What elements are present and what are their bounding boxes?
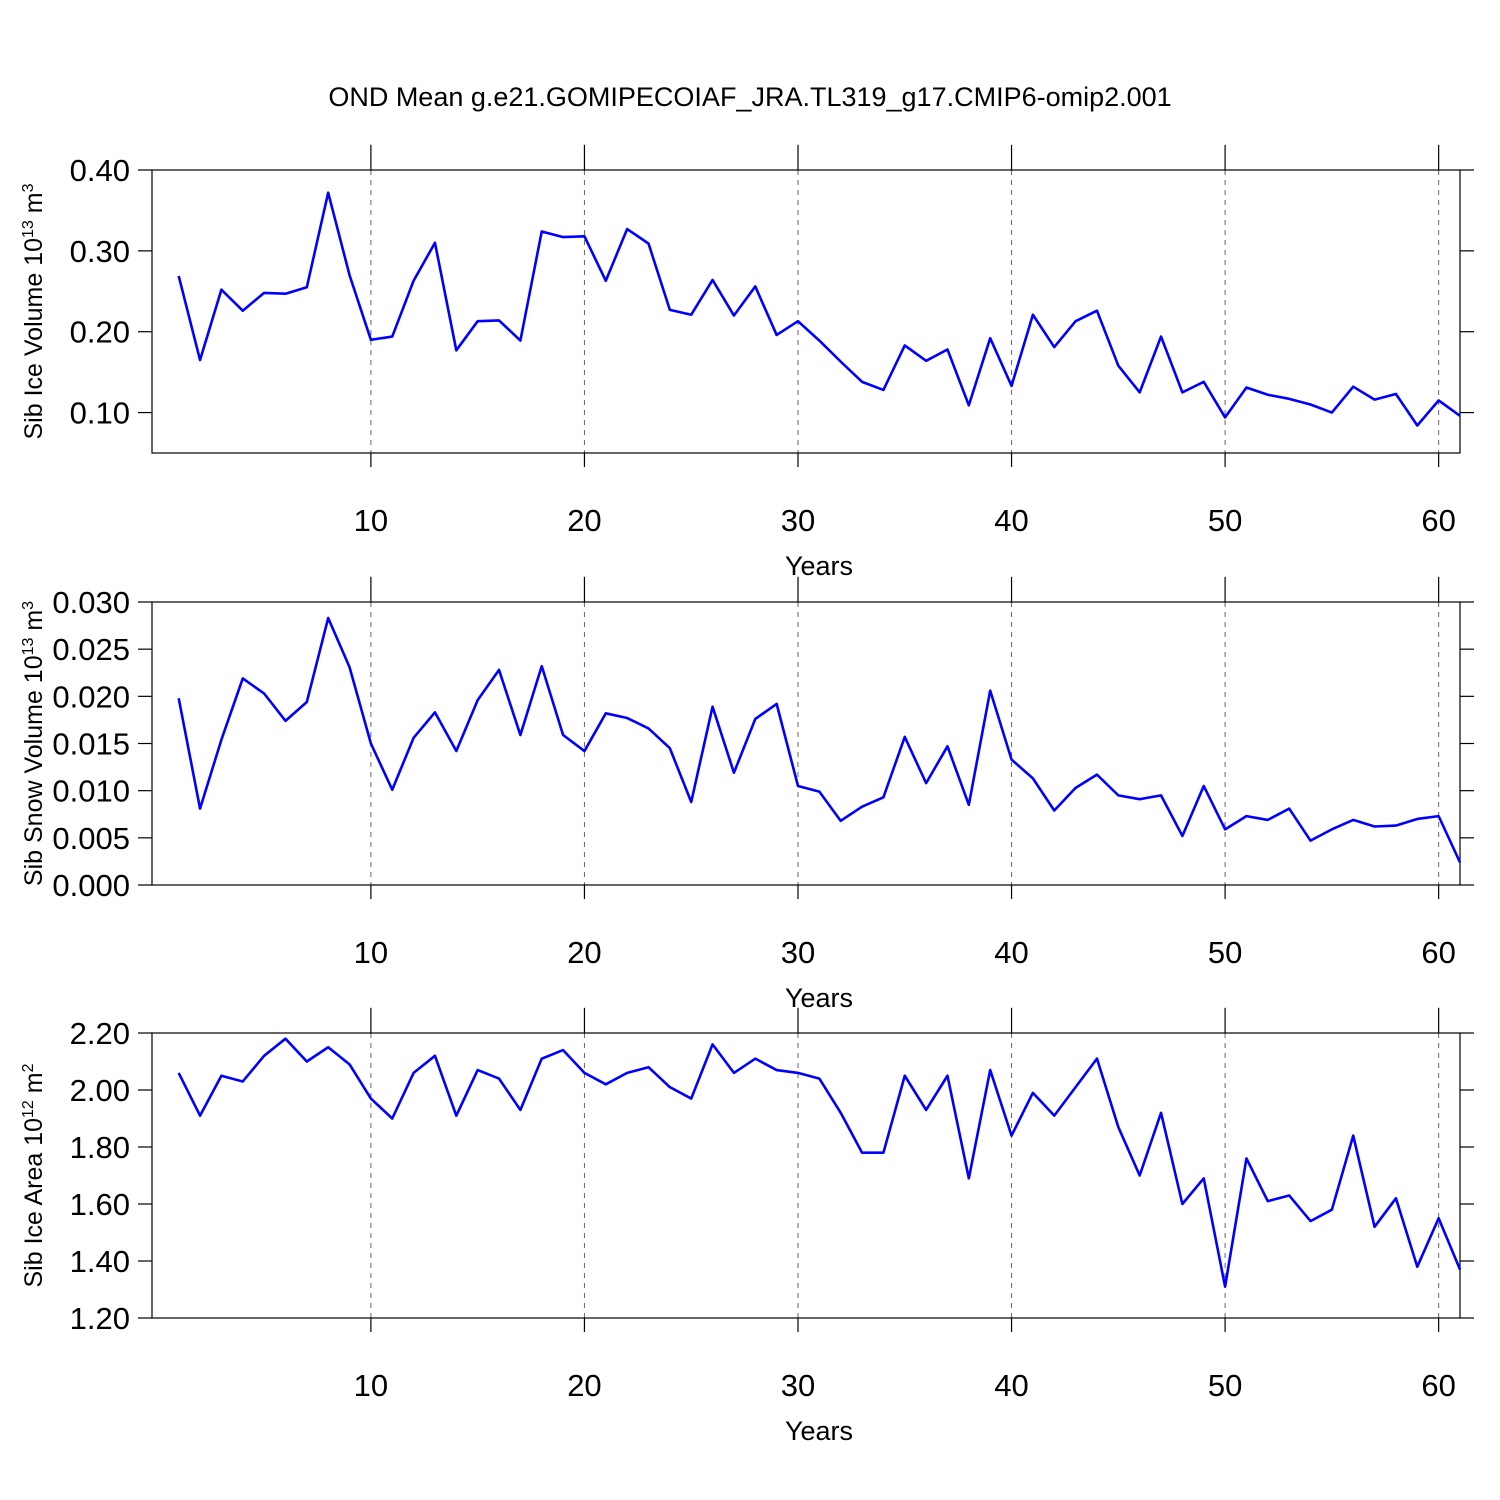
y-axis-label-superscript: 12: [20, 1100, 37, 1118]
y-axis-label-superscript: 3: [20, 601, 37, 610]
x-axis-label: Years: [785, 1416, 853, 1446]
y-tick-label: 1.60: [70, 1187, 130, 1222]
x-tick-label: 20: [567, 503, 601, 538]
y-axis-label-part: m: [20, 1072, 48, 1100]
x-tick-label: 50: [1208, 503, 1242, 538]
plot-frame: [151, 1032, 1461, 1319]
x-tick-label: 50: [1208, 935, 1242, 970]
y-tick-label: 2.00: [70, 1073, 130, 1108]
y-tick-label: 0.30: [70, 234, 130, 269]
y-axis-label-part: Sib Snow Volume 10: [20, 655, 48, 886]
y-axis-label: Sib Snow Volume 1013 m3: [20, 601, 48, 886]
y-axis-label-part: m: [20, 610, 48, 638]
x-tick-label: 40: [994, 935, 1028, 970]
x-axis-label: Years: [785, 983, 853, 1013]
y-axis-label: Sib Ice Volume 1013 m3: [20, 183, 48, 439]
y-tick-label: 1.80: [70, 1130, 130, 1165]
y-axis-label-part: Sib Ice Area 10: [20, 1118, 48, 1288]
y-tick-label: 0.20: [70, 315, 130, 350]
y-tick-label: 0.40: [70, 153, 130, 188]
plot-frame: [151, 601, 1461, 886]
y-tick-label: 0.10: [70, 396, 130, 431]
plot-frame: [151, 169, 1461, 454]
x-tick-label: 30: [781, 503, 815, 538]
data-line: [177, 1037, 1462, 1288]
y-axis-label-part: Sib Ice Volume 10: [20, 238, 48, 440]
x-tick-label: 20: [567, 935, 601, 970]
x-tick-label: 60: [1421, 503, 1455, 538]
y-tick-label: 0.005: [52, 821, 130, 856]
y-tick-label: 0.000: [52, 868, 130, 903]
data-line: [177, 191, 1461, 427]
x-tick-label: 20: [567, 1368, 601, 1403]
y-tick-label: 1.40: [70, 1244, 130, 1279]
figure-title: OND Mean g.e21.GOMIPECOIAF_JRA.TL319_g17…: [328, 82, 1171, 112]
y-tick-label: 0.015: [52, 727, 130, 762]
y-axis-label-superscript: 2: [20, 1063, 37, 1072]
y-tick-label: 1.20: [70, 1301, 130, 1336]
y-tick-label: 0.025: [52, 632, 130, 667]
x-tick-label: 50: [1208, 1368, 1242, 1403]
y-tick-label: 2.20: [70, 1016, 130, 1051]
x-tick-label: 30: [781, 935, 815, 970]
x-tick-label: 10: [354, 935, 388, 970]
x-tick-label: 10: [354, 503, 388, 538]
data-line: [177, 616, 1462, 863]
y-tick-label: 0.010: [52, 774, 130, 809]
y-axis-label-part: m: [20, 192, 48, 220]
y-axis-label-superscript: 13: [20, 220, 37, 238]
y-tick-label: 0.020: [52, 679, 130, 714]
x-axis-label: Years: [785, 551, 853, 581]
x-tick-label: 40: [994, 1368, 1028, 1403]
x-tick-label: 30: [781, 1368, 815, 1403]
y-tick-label: 0.030: [52, 585, 130, 620]
y-axis-label-superscript: 3: [20, 183, 37, 192]
x-tick-label: 60: [1421, 1368, 1455, 1403]
x-tick-label: 10: [354, 1368, 388, 1403]
y-axis-label-superscript: 13: [20, 637, 37, 655]
y-axis-label: Sib Ice Area 1012 m2: [20, 1063, 48, 1287]
x-tick-label: 40: [994, 503, 1028, 538]
x-tick-label: 60: [1421, 935, 1455, 970]
